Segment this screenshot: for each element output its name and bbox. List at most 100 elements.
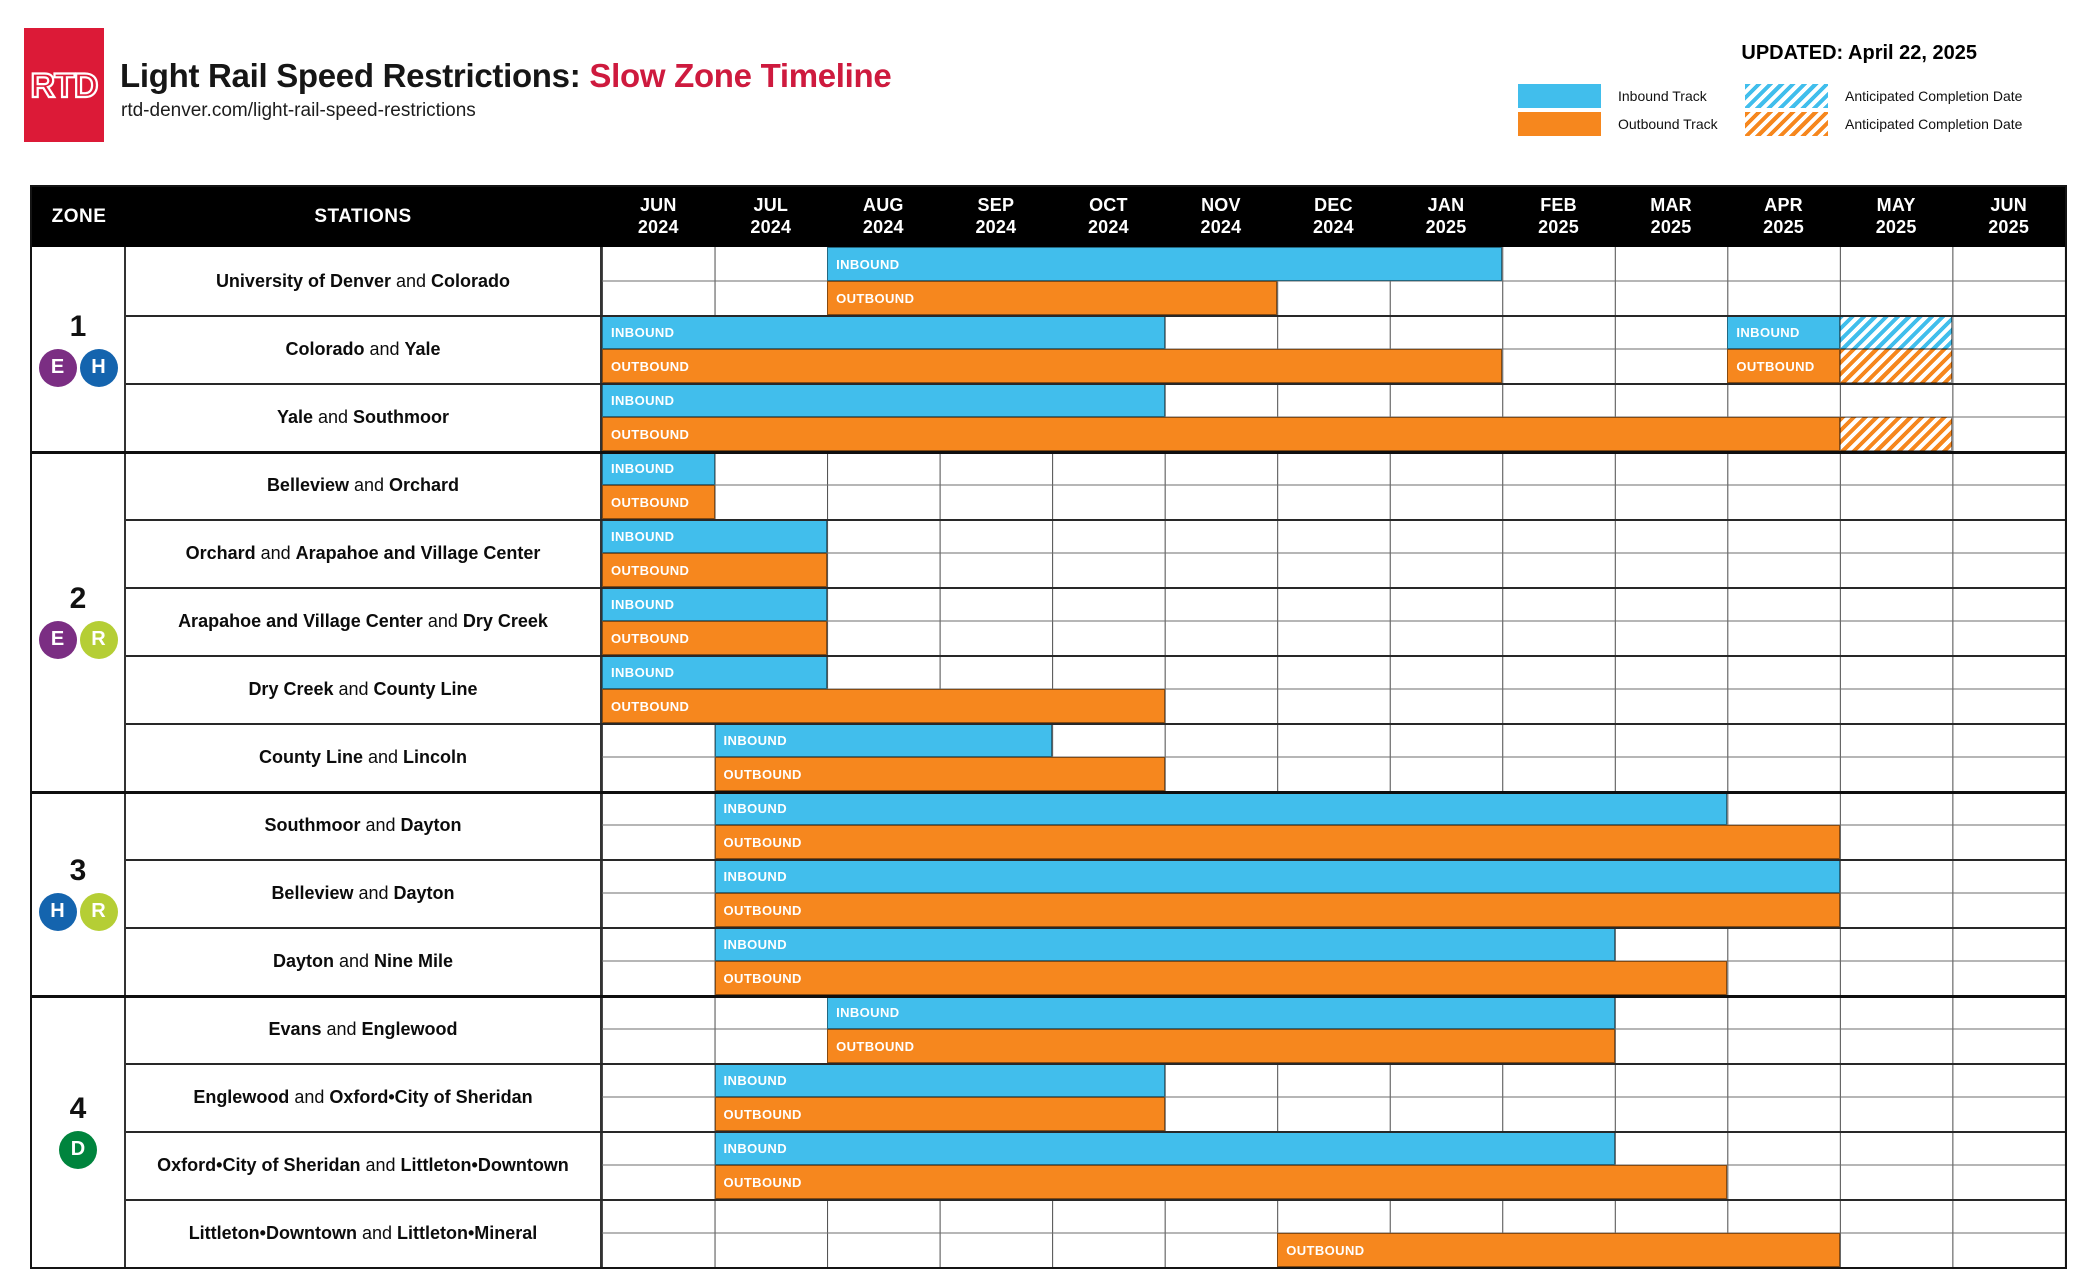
outbound-bar: OUTBOUND (602, 553, 828, 587)
outbound-bar: OUTBOUND (714, 893, 1840, 927)
table-header: ZONE STATIONS JUN 2024 JUL 2024 AUG 2024 SEP 20… (32, 187, 2065, 247)
timeline-table: ZONE STATIONS JUN 2024 JUL 2024 AUG 2024 SEP 20… (30, 185, 2067, 1269)
station-name: Littleton•Downtown and Littleton•Mineral (188, 1222, 538, 1243)
month-header-dec-2024: DEC 2024 (1313, 195, 1354, 237)
outbound-bar: OUTBOUND (602, 621, 828, 655)
inbound-bar-label: INBOUND (723, 936, 787, 952)
outbound-bar-label: OUTBOUND (611, 630, 690, 646)
inbound-bar-label: INBOUND (723, 1140, 787, 1156)
station-name: Orchard and Arapahoe and Village Center (185, 542, 541, 563)
timeline-cell: INBOUND OUTBOUND (600, 859, 2065, 927)
zone-number-3: 3 (69, 853, 87, 887)
station-name: Belleview and Dayton (271, 882, 455, 903)
zone-block-2: 2 E R Belleview and Orchard INBOUND OUTBOUND O… (32, 451, 2065, 791)
inbound-swatch-label: Inbound Track (1618, 88, 1707, 104)
timeline-cell: INBOUND OUTBOUND (600, 451, 2065, 519)
outbound-bar-label: OUTBOUND (1286, 1242, 1365, 1258)
outbound-bar-label: OUTBOUND (611, 698, 690, 714)
page-subtitle: rtd-denver.com/light-rail-speed-restrict… (121, 100, 476, 121)
outbound-bar: OUTBOUND (1727, 349, 1840, 383)
outbound-swatch-label: Outbound Track (1618, 116, 1718, 132)
inbound-bar-label: INBOUND (611, 596, 675, 612)
inbound-bar: INBOUND (602, 655, 828, 689)
outbound-bar-label: OUTBOUND (836, 290, 915, 306)
inbound-bar-label: INBOUND (611, 324, 675, 340)
zone-number-4: 4 (69, 1091, 87, 1125)
outbound-bar-label: OUTBOUND (611, 426, 690, 442)
station-name: Colorado and Yale (285, 338, 441, 359)
timeline-cell: INBOUND OUTBOUND (600, 587, 2065, 655)
inbound-anticipated-label: Anticipated Completion Date (1845, 88, 2023, 104)
outbound-bar: OUTBOUND (602, 417, 1840, 451)
station-row: Oxford•City of Sheridan and Littleton•Do… (126, 1131, 2065, 1199)
inbound-swatch (1518, 84, 1601, 108)
station-row: University of Denver and Colorado INBOUND… (126, 247, 2065, 315)
zone-4-rows: Evans and Englewood INBOUND OUTBOUND Englew… (126, 995, 2065, 1267)
route-badge-E: E (38, 348, 77, 387)
station-row: Arapahoe and Village Center and Dry Cree… (126, 587, 2065, 655)
outbound-bar-label: OUTBOUND (723, 1106, 802, 1122)
timeline-cell: OUTBOUND (600, 1199, 2065, 1267)
outbound-bar-label: OUTBOUND (1736, 358, 1815, 374)
page-title-red: Slow Zone Timeline (589, 57, 892, 94)
month-header-aug-2024: AUG 2024 (862, 195, 904, 237)
inbound-bar: INBOUND (714, 791, 1728, 825)
outbound-bar: OUTBOUND (602, 485, 715, 519)
legend-row-inbound: Inbound Track Anticipated Completion Dat… (1518, 84, 2022, 108)
station-name: Evans and Englewood (268, 1018, 458, 1039)
timeline-cell: INBOUND OUTBOUND (600, 383, 2065, 451)
table-body: 1 E H University of Denver and Colorado INBO… (32, 247, 2065, 1267)
timeline-cell: INBOUND OUTBOUND (600, 519, 2065, 587)
page-title: Light Rail Speed Restrictions: Slow Zone … (120, 57, 892, 95)
updated-date: UPDATED: April 22, 2025 (1741, 42, 1977, 64)
timeline-cell: INBOUND INBOUND OUTBOUND OUTBOUND (600, 315, 2065, 383)
zone-block-3: 3 H R Southmoor and Dayton INBOUND OUTBOUND Be… (32, 791, 2065, 995)
outbound-bar: OUTBOUND (602, 689, 1165, 723)
station-name: University of Denver and Colorado (215, 270, 511, 291)
station-row: Orchard and Arapahoe and Village Center I… (126, 519, 2065, 587)
outbound-bar: OUTBOUND (714, 961, 1728, 995)
timeline-cell: INBOUND OUTBOUND (600, 723, 2065, 791)
station-name: Arapahoe and Village Center and Dry Cree… (178, 610, 548, 631)
station-name: Englewood and Oxford•City of Sheridan (193, 1086, 533, 1107)
timeline-cell: INBOUND OUTBOUND (600, 655, 2065, 723)
outbound-bar: OUTBOUND (714, 1165, 1728, 1199)
route-badge-R: R (79, 620, 118, 659)
inbound-bar-label: INBOUND (723, 800, 787, 816)
month-header-apr-2025: APR 2025 (1763, 195, 1804, 237)
inbound-bar-label: INBOUND (611, 392, 675, 408)
zone-block-4: 4 D Evans and Englewood INBOUND OUTBOUND Engl… (32, 995, 2065, 1267)
route-badge-R: R (79, 892, 118, 931)
inbound-bar: INBOUND (714, 1131, 1615, 1165)
legend: Inbound Track Anticipated Completion Dat… (1518, 84, 2022, 140)
month-header-jan-2025: JAN 2025 (1425, 195, 1467, 237)
outbound-bar: OUTBOUND (714, 825, 1840, 859)
station-row: Yale and Southmoor INBOUND OUTBOUND (126, 383, 2065, 451)
station-row: Dayton and Nine Mile INBOUND OUTBOUND (126, 927, 2065, 995)
route-badge-E: E (38, 620, 77, 659)
outbound-bar-label: OUTBOUND (723, 902, 802, 918)
stations-column-header: STATIONS (314, 206, 412, 227)
route-badge-D: D (59, 1130, 97, 1169)
station-row: Evans and Englewood INBOUND OUTBOUND (126, 995, 2065, 1063)
inbound-bar-label: INBOUND (1736, 324, 1800, 340)
outbound-anticipated-swatch (1745, 112, 1828, 136)
station-name: County Line and Lincoln (258, 746, 468, 767)
zone-3-rows: Southmoor and Dayton INBOUND OUTBOUND Belle… (126, 791, 2065, 995)
inbound-bar-label: INBOUND (611, 460, 675, 476)
page-title-black: Light Rail Speed Restrictions: (120, 57, 581, 94)
inbound-bar: INBOUND (827, 995, 1615, 1029)
month-header-jul-2024: JUL 2024 (750, 195, 792, 237)
legend-row-outbound: Outbound Track Anticipated Completion Da… (1518, 112, 2022, 136)
inbound-bar-label: INBOUND (836, 256, 900, 272)
station-name: Belleview and Orchard (266, 474, 460, 495)
route-badge-H: H (38, 892, 77, 931)
inbound-bar: INBOUND (714, 723, 1053, 757)
outbound-bar-label: OUTBOUND (611, 562, 690, 578)
station-name: Southmoor and Dayton (264, 814, 462, 835)
outbound-bar-label: OUTBOUND (611, 358, 690, 374)
zone-2-rows: Belleview and Orchard INBOUND OUTBOUND Orch… (126, 451, 2065, 791)
